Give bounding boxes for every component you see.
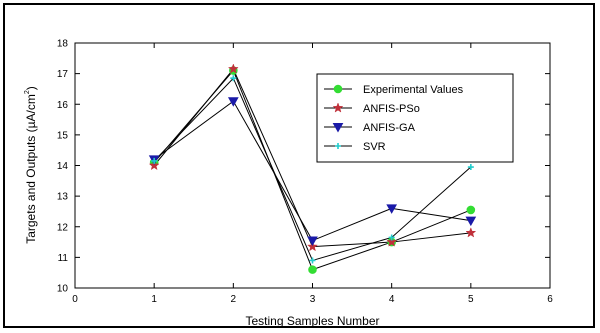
- data-point-0-2: [308, 265, 317, 274]
- data-point-3-4: [467, 164, 474, 171]
- data-point-3-1: [230, 75, 237, 82]
- y-tick-label: 18: [57, 39, 69, 50]
- y-tick-label: 14: [57, 161, 69, 172]
- y-tick-label: 11: [58, 253, 69, 264]
- x-tick-label: 2: [231, 294, 237, 305]
- y-tick-label: 16: [57, 100, 69, 111]
- x-tick-label: 6: [547, 294, 553, 305]
- y-tick-label: 15: [57, 130, 69, 141]
- legend-label: SVR: [363, 141, 386, 153]
- y-tick-label: 13: [57, 192, 69, 203]
- legend-label: ANFIS-PSo: [363, 103, 420, 115]
- data-point-1-4: [465, 227, 477, 238]
- data-point-2-3: [386, 204, 398, 214]
- data-point-3-2: [309, 257, 316, 264]
- data-point-2-1: [227, 97, 239, 107]
- x-tick-label: 1: [151, 294, 157, 305]
- data-point-3-0: [151, 157, 158, 164]
- series-markers: [148, 63, 477, 274]
- x-tick-label: 4: [389, 294, 395, 305]
- legend-marker: [332, 102, 344, 113]
- y-axis-title: Targets and Outputs (µA/cm2): [24, 86, 38, 244]
- data-point-3-3: [388, 234, 395, 241]
- data-point-1-0: [148, 159, 160, 171]
- legend-label: ANFIS-GA: [363, 122, 416, 134]
- y-tick-label: 12: [57, 222, 69, 233]
- y-tick-label: 10: [57, 284, 69, 295]
- legend-marker: [332, 123, 344, 133]
- data-point-0-4: [466, 205, 476, 215]
- legend-marker: [333, 84, 343, 94]
- x-axis-title: Testing Samples Number: [245, 314, 379, 328]
- x-tick-label: 5: [468, 294, 474, 305]
- data-point-1-1: [227, 63, 239, 74]
- data-point-1-2: [307, 240, 318, 252]
- y-axis: 10 11 12 13 14 15 16 17 18: [57, 39, 550, 295]
- x-tick-label: 0: [72, 294, 78, 305]
- data-point-1-3: [386, 236, 398, 247]
- legend: Experimental Values ANFIS-PSo ANFIS-GA SVR: [316, 73, 514, 163]
- y-axis-title-close: ): [24, 86, 38, 90]
- y-axis-title-sup: 2: [24, 90, 31, 94]
- y-tick-label: 17: [57, 69, 69, 80]
- x-tick-label: 3: [310, 294, 316, 305]
- data-point-2-4: [465, 216, 477, 227]
- legend-label: Experimental Values: [363, 84, 464, 96]
- data-point-2-2: [307, 236, 318, 247]
- chart-frame: [3, 3, 595, 328]
- y-axis-title-group: Targets and Outputs (µA/cm2): [24, 86, 38, 244]
- y-axis-title-main: Targets and Outputs (µA/cm: [24, 94, 38, 244]
- legend-marker: [335, 143, 341, 149]
- x-axis: 0 1 2 3 4 5 6: [72, 43, 553, 305]
